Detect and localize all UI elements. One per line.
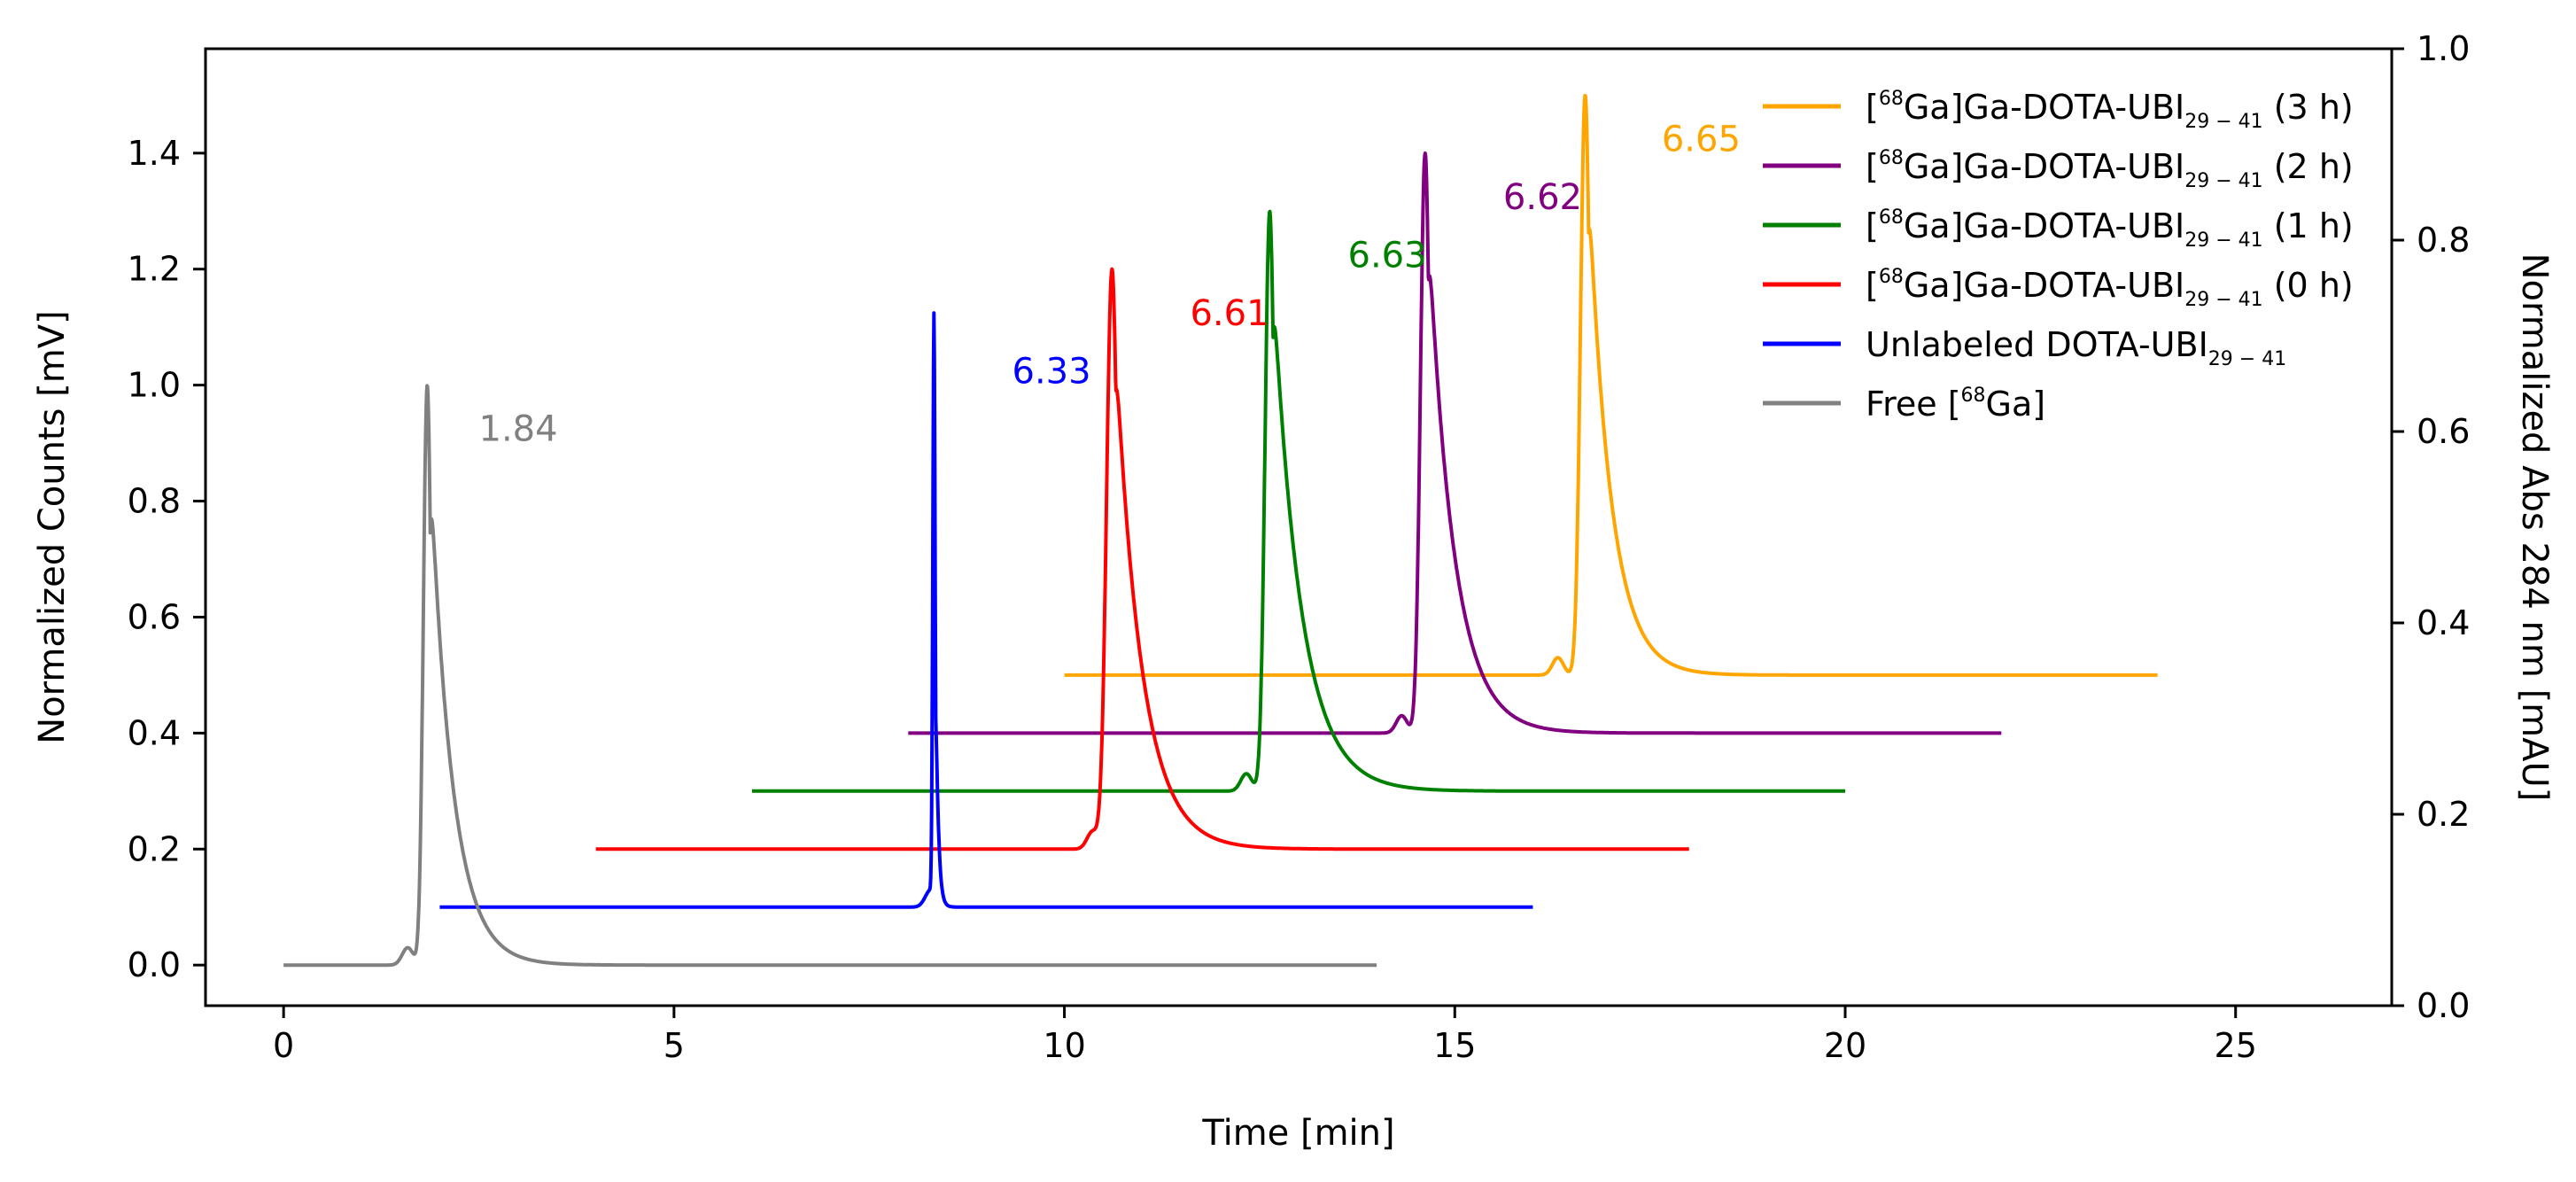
- y-right-tick-label: 0.0: [2417, 986, 2470, 1025]
- peak-label-0: 6.65: [1662, 119, 1741, 159]
- y-tick-label: 1.2: [128, 250, 181, 289]
- peak-label-1: 6.62: [1503, 177, 1582, 218]
- x-tick-label: 0: [273, 1026, 294, 1065]
- y-axis-right: 0.0 0.2 0.4 0.6 0.8 1.0: [2392, 29, 2470, 1025]
- y-right-tick-label: 0.2: [2417, 795, 2470, 834]
- x-tick-label: 5: [663, 1026, 685, 1065]
- x-tick-label: 25: [2215, 1026, 2257, 1065]
- legend-entry-1: [68Ga]Ga-DOTA-UBI29 − 41 (2 h): [1866, 147, 2354, 192]
- y-right-tick-label: 0.6: [2417, 412, 2470, 451]
- y-tick-label: 1.4: [128, 134, 181, 173]
- legend-entry-2: [68Ga]Ga-DOTA-UBI29 − 41 (1 h): [1866, 206, 2354, 252]
- series-line-5: [282, 384, 1378, 968]
- legend: [68Ga]Ga-DOTA-UBI29 − 41 (3 h) [68Ga]Ga-D…: [1763, 88, 2354, 424]
- x-tick-label: 20: [1824, 1026, 1866, 1065]
- y-right-tick-label: 1.0: [2417, 29, 2470, 68]
- legend-entry-4: Unlabeled DOTA-UBI29 − 41: [1866, 325, 2286, 370]
- y-axis-right-title: Normalized Abs 284 nm [mAU]: [2514, 253, 2555, 802]
- y-tick-label: 0.4: [128, 713, 181, 752]
- y-axis-left: 0.0 0.2 0.4 0.6 0.8 1.0 1.2 1.4: [128, 134, 206, 984]
- series-line-1: [906, 151, 2003, 735]
- peak-label-3: 6.61: [1190, 293, 1269, 334]
- x-tick-label: 10: [1043, 1026, 1085, 1065]
- y-right-tick-label: 0.4: [2417, 603, 2470, 642]
- series-line-0: [1063, 93, 2160, 677]
- x-axis: 0 5 10 15 20 25: [273, 1006, 2257, 1065]
- series-line-4: [438, 311, 1534, 909]
- y-tick-label: 0.6: [128, 597, 181, 636]
- legend-entry-3: [68Ga]Ga-DOTA-UBI29 − 41 (0 h): [1866, 266, 2354, 311]
- legend-entry-0: [68Ga]Ga-DOTA-UBI29 − 41 (3 h): [1866, 88, 2354, 133]
- y-tick-label: 0.2: [128, 829, 181, 868]
- plot-series-group: [282, 93, 2160, 968]
- legend-entry-5: Free [68Ga]: [1866, 385, 2045, 424]
- peak-labels-group: 6.65 6.62 6.63 6.61 6.33 1.84: [479, 119, 1741, 449]
- series-line-3: [594, 267, 1691, 852]
- x-axis-title: Time [min]: [1201, 1113, 1394, 1154]
- x-tick-label: 15: [1433, 1026, 1476, 1065]
- y-axis-title: Normalized Counts [mV]: [32, 310, 73, 743]
- plot-area-frame: [204, 47, 2394, 1007]
- y-tick-label: 1.0: [128, 366, 181, 405]
- y-tick-label: 0.0: [128, 945, 181, 984]
- peak-label-5: 1.84: [479, 409, 558, 450]
- y-tick-label: 0.8: [128, 482, 181, 521]
- peak-label-2: 6.63: [1348, 235, 1427, 276]
- y-right-tick-label: 0.8: [2417, 221, 2470, 260]
- series-line-2: [750, 209, 1847, 793]
- peak-label-4: 6.33: [1013, 351, 1091, 392]
